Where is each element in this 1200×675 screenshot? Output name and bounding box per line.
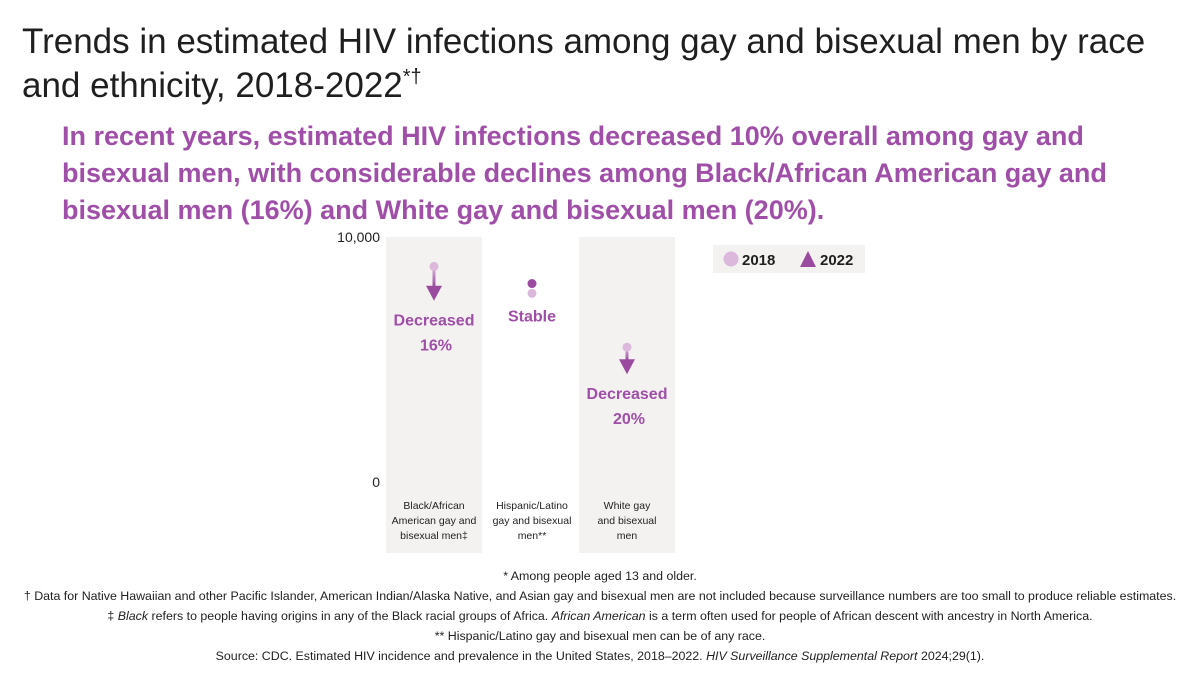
source-prefix: Source: CDC. Estimated HIV incidence and…	[215, 649, 707, 663]
x-category-label: Black/African American gay and bisexual me…	[392, 500, 477, 542]
point-2022-arrowhead	[619, 359, 635, 375]
point-2018	[622, 342, 632, 352]
y-tick-label: 0	[372, 474, 380, 490]
point-2018	[527, 288, 537, 298]
chart-subtitle: In recent years, estimated HIV infection…	[62, 121, 1107, 225]
footnote-black-definition: ‡ Black refers to people having origins …	[0, 606, 1200, 626]
legend-triangle-icon	[800, 251, 816, 267]
legend-label-2022: 2022	[820, 252, 853, 269]
footnote-black-suffix: is a term often used for people of Afric…	[645, 609, 1093, 623]
source-journal: HIV Surveillance Supplemental Report	[706, 649, 918, 663]
point-2018	[429, 261, 439, 271]
footnote-african-american-term: African American	[551, 609, 646, 623]
category-column-shade	[579, 237, 675, 553]
change-annotation: Decreased	[587, 386, 668, 403]
legend-label-2018: 2018	[742, 252, 775, 269]
footnotes: * Among people aged 13 and older. † Data…	[0, 566, 1200, 666]
change-arrow-shaft	[625, 347, 629, 361]
x-category-label: White gay and bisexual men	[598, 500, 657, 542]
change-annotation: 20%	[613, 411, 645, 428]
footnote-age: * Among people aged 13 and older.	[503, 569, 697, 583]
footnote-black-term: Black	[117, 609, 149, 623]
footnote-hispanic: ** Hispanic/Latino gay and bisexual men …	[434, 629, 766, 643]
point-2022-arrowhead	[426, 285, 442, 301]
x-category-label: Hispanic/Latino gay and bisexual men**	[493, 500, 572, 542]
source-suffix: 2024;29(1).	[917, 649, 985, 663]
source-citation: Source: CDC. Estimated HIV incidence and…	[0, 646, 1200, 666]
footnote-black-prefix: ‡	[107, 609, 118, 623]
chart-title: Trends in estimated HIV infections among…	[22, 20, 1182, 108]
point-2022	[527, 279, 537, 289]
footnote-black-mid: refers to people having origins in any o…	[148, 609, 552, 623]
change-annotation: Stable	[508, 308, 556, 325]
title-footnote-marks: *†	[402, 66, 422, 88]
change-arrow-shaft	[432, 266, 436, 287]
legend-circle-icon	[723, 251, 739, 267]
chart-title-text: Trends in estimated HIV infections among…	[22, 22, 1146, 105]
change-annotation: 16%	[420, 338, 452, 355]
y-tick-label: 10,000	[337, 229, 380, 245]
change-annotation: Decreased	[394, 313, 475, 330]
footnote-excluded-groups: † Data for Native Hawaiian and other Pac…	[23, 589, 1177, 603]
